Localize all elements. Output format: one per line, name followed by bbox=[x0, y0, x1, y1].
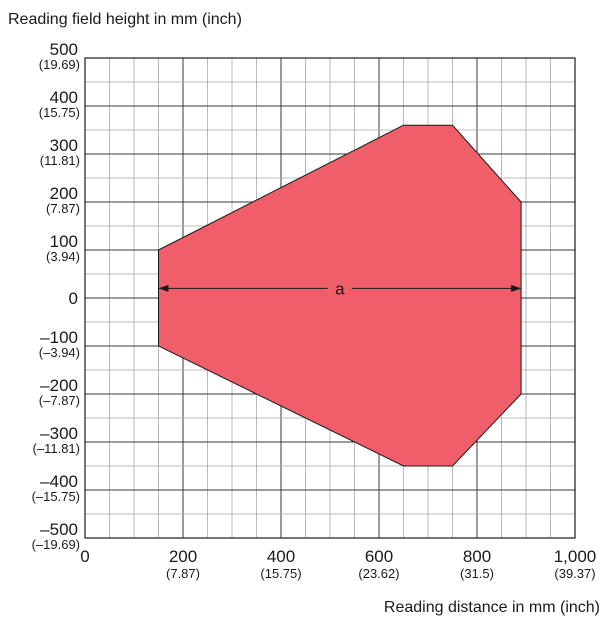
plot-frame bbox=[84, 57, 576, 539]
annotation-label: a bbox=[335, 279, 345, 298]
y-tick-sublabel: (–11.81) bbox=[33, 441, 80, 456]
reading-field-region bbox=[158, 124, 522, 467]
y-tick-label: 300 bbox=[50, 136, 78, 155]
y-tick-label: 0 bbox=[69, 289, 78, 308]
x-axis-title: Reading distance in mm (inch) bbox=[384, 599, 600, 616]
arrowhead-left-icon bbox=[158, 284, 169, 292]
x-tick-label: 800 bbox=[463, 547, 491, 566]
reading-field-region-group bbox=[158, 124, 522, 467]
y-tick-sublabel: (–15.75) bbox=[32, 489, 80, 504]
y-axis-title: Reading field height in mm (inch) bbox=[8, 11, 242, 28]
y-tick-label: –300 bbox=[40, 424, 78, 443]
y-tick-label: –500 bbox=[40, 520, 78, 539]
y-tick-sublabel: (15.75) bbox=[39, 105, 80, 120]
y-tick-label: 500 bbox=[50, 40, 78, 59]
y-tick-label: 200 bbox=[50, 184, 78, 203]
y-tick-sublabel: (19.69) bbox=[39, 57, 80, 72]
y-tick-sublabel: (–7.87) bbox=[39, 393, 80, 408]
y-tick-label: 400 bbox=[50, 88, 78, 107]
y-tick-label: 100 bbox=[50, 232, 78, 251]
x-tick-label: 200 bbox=[169, 547, 197, 566]
y-tick-sublabel: (–19.69) bbox=[32, 537, 80, 552]
y-tick-label: –200 bbox=[40, 376, 78, 395]
y-tick-sublabel: (7.87) bbox=[46, 201, 80, 216]
x-tick-sublabel: (15.75) bbox=[260, 566, 301, 581]
distance-annotation: a bbox=[158, 279, 522, 298]
x-tick-sublabel: (31.5) bbox=[460, 566, 494, 581]
y-tick-sublabel: (11.81) bbox=[40, 153, 80, 168]
x-tick-label: 1,000 bbox=[554, 547, 597, 566]
x-tick-sublabel: (39.37) bbox=[554, 566, 595, 581]
x-tick-sublabel: (7.87) bbox=[166, 566, 200, 581]
y-tick-sublabel: (3.94) bbox=[46, 249, 80, 264]
x-axis-ticks: 0 200(7.87) 400(15.75) 600(23.62) 800(31.5) 1… bbox=[80, 547, 596, 581]
y-tick-sublabel: (–3.94) bbox=[39, 345, 80, 360]
x-tick-label: 600 bbox=[365, 547, 393, 566]
y-axis-ticks: 500(19.69) 400(15.75) 300(11.81) 200(7.87) 1… bbox=[32, 40, 80, 552]
x-tick-label: 400 bbox=[267, 547, 295, 566]
x-tick-sublabel: (23.62) bbox=[358, 566, 399, 581]
arrowhead-right-icon bbox=[511, 284, 522, 292]
x-tick-label: 0 bbox=[80, 547, 89, 566]
y-tick-label: –100 bbox=[40, 328, 78, 347]
y-tick-label: –400 bbox=[40, 472, 78, 491]
